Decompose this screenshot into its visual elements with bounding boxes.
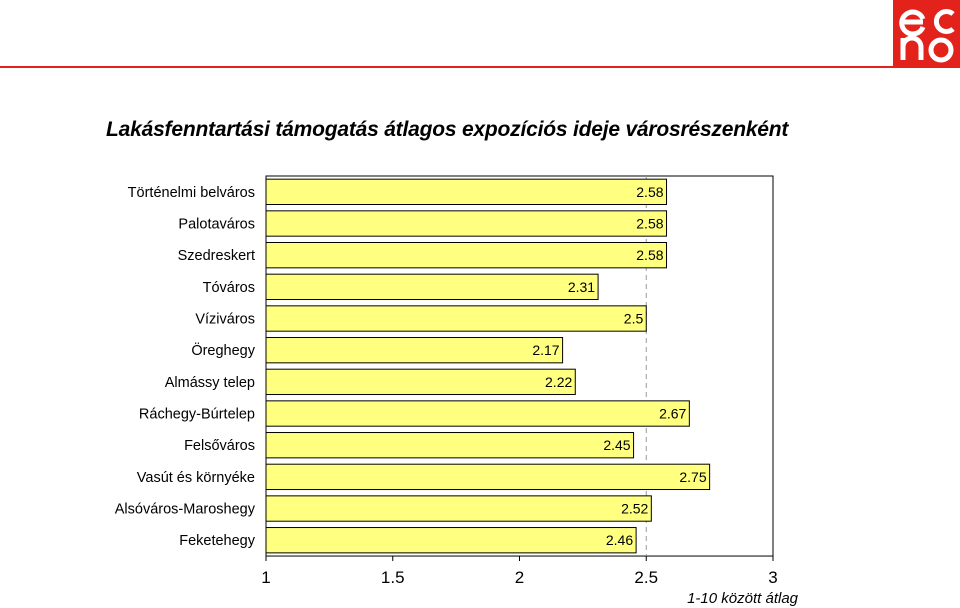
echo-logo-mark <box>899 9 955 63</box>
x-tick-label: 2 <box>515 568 524 587</box>
bar <box>265 432 635 459</box>
data-label: 2.75 <box>679 469 706 485</box>
category-label: Vasút és környéke <box>137 470 255 486</box>
category-label: Palotaváros <box>178 217 255 233</box>
x-tick-label: 2.5 <box>634 568 658 587</box>
header-divider <box>0 66 960 68</box>
category-label: Felsőváros <box>184 438 255 454</box>
category-label: Öreghegy <box>191 341 255 359</box>
echo-logo <box>893 0 960 67</box>
data-label: 2.45 <box>603 437 630 453</box>
plot-area <box>265 175 774 557</box>
category-label: Víziváros <box>195 312 255 328</box>
bar <box>265 495 652 522</box>
data-label: 2.31 <box>568 279 595 295</box>
chart-title: Lakásfenntartási támogatás átlagos expoz… <box>106 118 789 141</box>
category-label: Tóváros <box>203 280 255 296</box>
category-label: Ráchegy-Búrtelep <box>139 407 255 423</box>
data-label: 2.58 <box>636 216 663 232</box>
category-label: Alsóváros-Maroshegy <box>115 502 256 518</box>
x-tick-label: 1 <box>261 568 270 587</box>
data-label: 2.17 <box>532 342 559 358</box>
bar <box>265 242 668 269</box>
data-label: 2.5 <box>624 311 644 327</box>
bar <box>265 305 647 332</box>
data-label: 2.46 <box>606 532 633 548</box>
data-label: 2.58 <box>636 247 663 263</box>
category-label: Szedreskert <box>178 248 255 264</box>
category-label: Almássy telep <box>165 375 255 391</box>
category-label: Feketehegy <box>179 533 256 549</box>
bar <box>265 178 668 206</box>
bar <box>265 527 637 554</box>
x-tick-label: 1.5 <box>381 568 405 587</box>
x-axis-label: 1-10 között átlag <box>687 590 799 607</box>
category-label: Történelmi belváros <box>128 185 255 201</box>
bar <box>265 337 564 364</box>
bar <box>265 273 599 301</box>
bar <box>265 210 668 237</box>
data-label: 2.52 <box>621 501 648 517</box>
bar <box>265 368 576 396</box>
x-tick-label: 3 <box>768 568 777 587</box>
data-label: 2.67 <box>659 406 686 422</box>
bar <box>265 463 711 491</box>
data-label: 2.58 <box>636 184 663 200</box>
data-label: 2.22 <box>545 374 572 390</box>
bar <box>265 400 690 427</box>
